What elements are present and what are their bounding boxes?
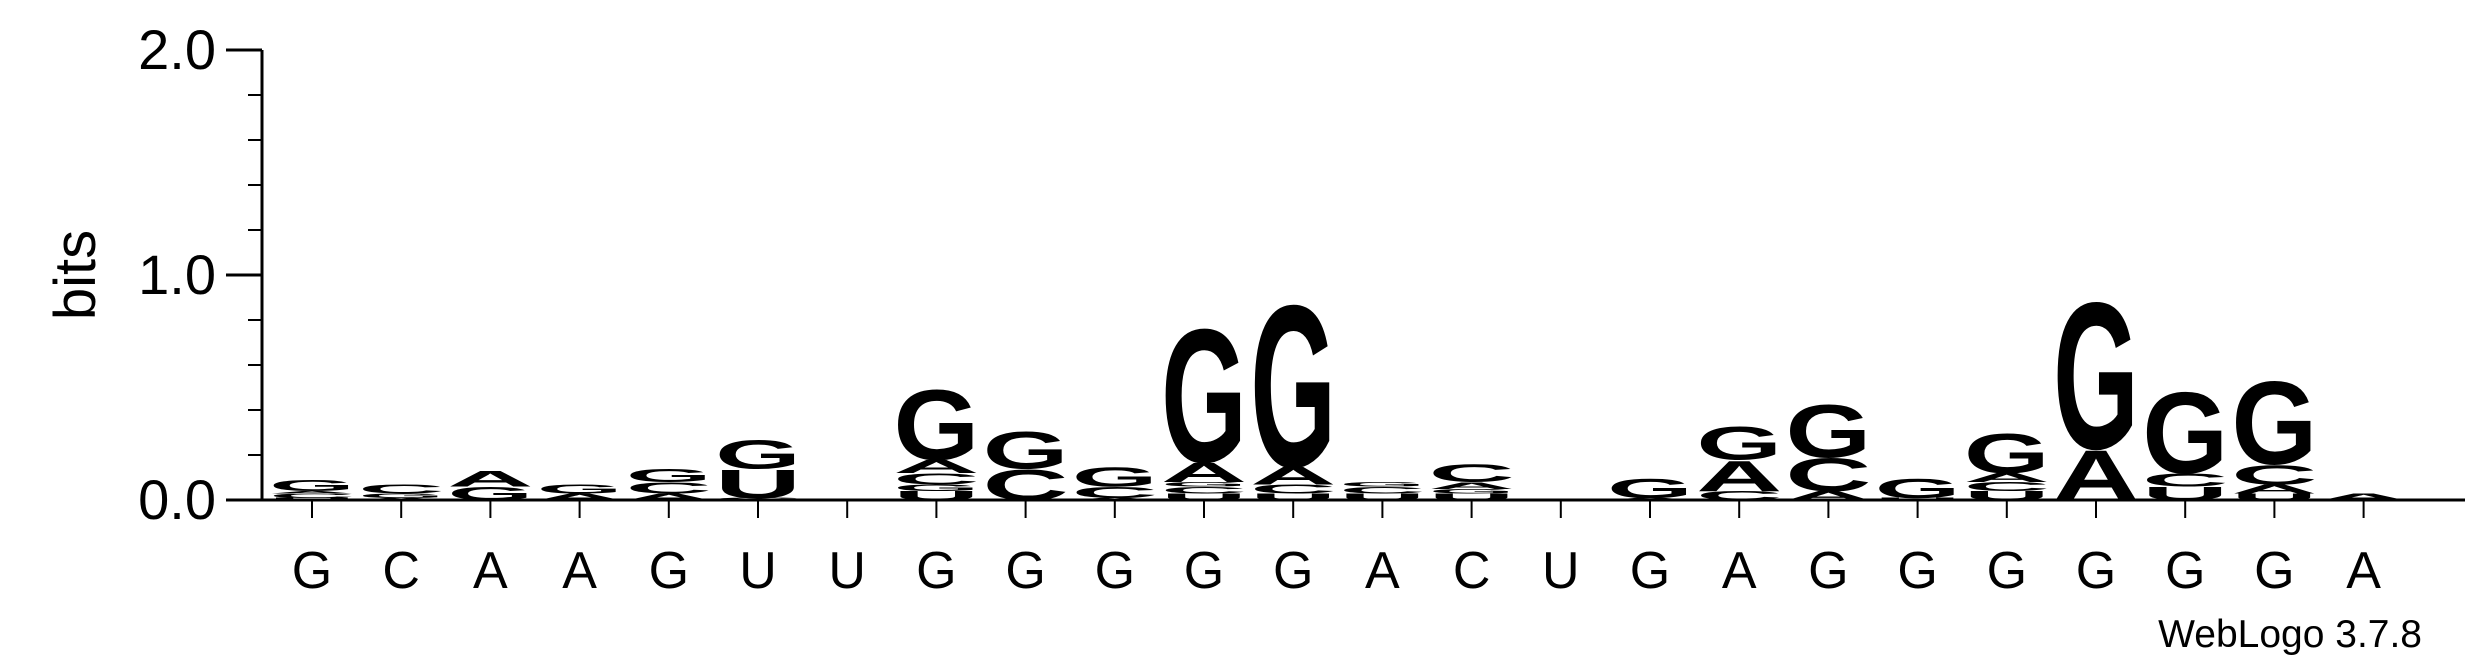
logo-letter-A: A (626, 491, 712, 502)
y-axis-ticks: 2.0 1.0 0.0 (138, 18, 262, 531)
logo-letter-C: C (626, 479, 712, 496)
logo-letter-C: C (1250, 482, 1336, 496)
y-tick-label: 2.0 (138, 18, 216, 81)
logo-letter-U: U (269, 497, 355, 500)
x-tick-label: A (1722, 542, 1757, 600)
logo-letter-U: U (1339, 491, 1425, 502)
logo-letter-U: U (715, 461, 801, 507)
logo-letter-C: C (1696, 489, 1782, 503)
logo-letter-A: A (1250, 462, 1336, 490)
logo-letter-C: C (2231, 459, 2317, 490)
logo-letter-A: A (1964, 471, 2050, 485)
logo-letter-C: C (1339, 485, 1425, 496)
logo-letter-G: G (894, 482, 980, 493)
logo-letter-C: C (1428, 460, 1514, 488)
logo-letter-U: U (1874, 497, 1960, 500)
logo-letter-G: G (2142, 369, 2228, 498)
x-tick-label: G (1808, 542, 1848, 600)
logo-letter-C: C (1072, 484, 1158, 501)
logo-letter-A: A (1428, 480, 1514, 491)
logo-letter-G: G (358, 492, 444, 499)
x-tick-label: G (1273, 542, 1313, 600)
logo-letter-A: A (536, 491, 622, 502)
x-tick-label: C (382, 542, 420, 600)
logo-letter-C: C (715, 497, 801, 500)
logo-letter-G: G (269, 477, 355, 494)
logo-letter-A: A (1072, 497, 1158, 500)
x-tick-label: C (1453, 542, 1491, 600)
logo-letter-A: A (1696, 452, 1782, 501)
x-tick-label: U (828, 542, 866, 600)
logo-letter-G: G (1429, 488, 1515, 495)
logo-letter-U: U (2142, 483, 2228, 504)
logo-letter-U: U (2231, 491, 2317, 502)
x-tick-label: A (473, 542, 508, 600)
y-axis-label: bits (43, 230, 108, 320)
logo-letter-C: C (1964, 480, 2050, 494)
x-tick-label: G (1095, 542, 1135, 600)
x-tick-label: G (916, 542, 956, 600)
logo-letter-A: A (2231, 482, 2317, 496)
logo-letter-U: U (1428, 491, 1514, 502)
logo-letter-G: G (1340, 481, 1426, 488)
logo-letter-G: G (1607, 473, 1693, 504)
x-tick-label: G (2165, 542, 2205, 600)
logo-letter-G: G (1250, 258, 1336, 516)
logo-letter-G: G (1875, 473, 1961, 504)
x-tick-label: A (2346, 542, 2381, 600)
logo-letter-U: U (1250, 491, 1336, 502)
logo-letter-C: C (1161, 485, 1247, 496)
logo-letter-C: C (358, 482, 444, 496)
weblogo-credit: WebLogo 3.7.8 (2158, 613, 2422, 656)
logo-letter-A: A (447, 467, 533, 491)
x-tick-label: G (1184, 542, 1224, 600)
logo-letter-G: G (1072, 461, 1158, 492)
logo-letter-G: G (2053, 261, 2139, 494)
logo-letter-G: G (626, 465, 712, 486)
logo-letter-U: U (893, 489, 979, 503)
logo-letter-G: G (1964, 422, 2050, 485)
x-tick-label: G (1005, 542, 1045, 600)
logo-letter-C: C (2142, 470, 2228, 491)
logo-letter-G: G (1161, 289, 1247, 502)
logo-letter-C: C (893, 470, 979, 487)
x-tick-label: U (739, 542, 777, 600)
logo-letter-G: G (537, 482, 623, 496)
x-tick-label: G (2254, 542, 2294, 600)
logo-letter-G: G (448, 483, 534, 504)
logo-letter-G: G (2232, 357, 2318, 490)
x-tick-label: G (292, 542, 332, 600)
x-tick-label: G (1987, 542, 2027, 600)
logo-letter-U: U (1161, 491, 1247, 502)
y-tick-label: 1.0 (138, 243, 216, 306)
logo-letter-A: A (1607, 497, 1693, 500)
x-tick-label: G (649, 542, 689, 600)
logo-letter-C: C (1785, 449, 1871, 501)
x-tick-label: G (2076, 542, 2116, 600)
logo-letter-A: A (1785, 489, 1871, 503)
logo-letter-C: C (269, 492, 355, 499)
x-tick-label: A (1365, 542, 1400, 600)
logo-letter-U: U (1964, 489, 2050, 503)
x-tick-label: A (562, 542, 597, 600)
logo-letter-G: G (983, 421, 1069, 480)
y-tick-label: 0.0 (138, 468, 216, 531)
x-tick-label: U (1542, 542, 1580, 600)
logo-letter-G: G (1696, 417, 1782, 470)
logo-letter-G: G (715, 432, 801, 477)
logo-letter-G: G (894, 370, 980, 481)
logo-letter-A: A (269, 490, 355, 493)
logo-letter-A: A (893, 456, 979, 477)
logo-letter-G: G (1161, 481, 1247, 488)
x-tick-label: G (1630, 542, 1670, 600)
logo-letter-A: A (358, 497, 444, 500)
x-tick-label: G (1897, 542, 1937, 600)
logo-letter-A: A (1161, 457, 1247, 488)
logo-letter-A: A (2320, 491, 2406, 502)
logo-letter-G: G (1786, 390, 1872, 474)
